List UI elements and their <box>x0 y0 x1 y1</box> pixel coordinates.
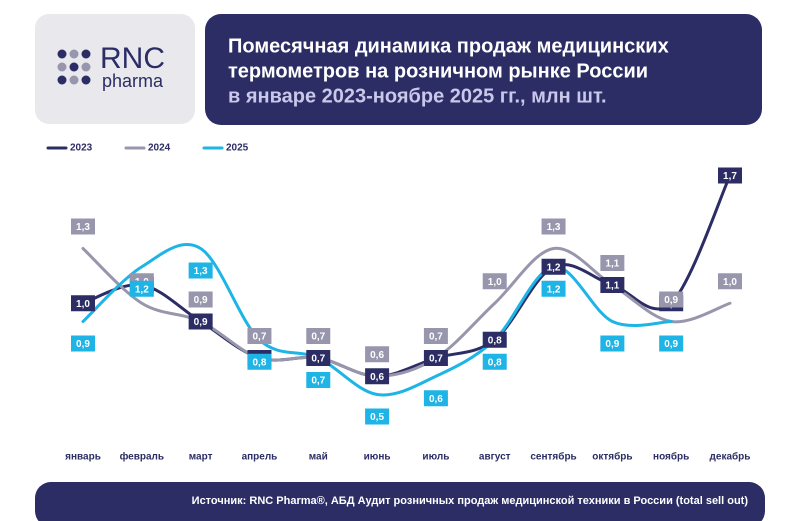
x-tick-label: май <box>309 452 328 463</box>
data-label: 0,7 <box>253 332 267 343</box>
legend-label: 2025 <box>226 143 249 154</box>
data-label: 1,3 <box>547 222 561 233</box>
data-label: 0,9 <box>194 317 208 328</box>
data-label: 1,0 <box>76 299 90 310</box>
data-label: 0,8 <box>488 335 502 346</box>
data-label-box <box>718 167 742 184</box>
data-label-box <box>188 313 213 330</box>
logo-box <box>35 14 195 124</box>
data-label: 0,7 <box>429 354 443 365</box>
data-label: 0,5 <box>370 412 384 423</box>
data-label: 0,9 <box>605 339 619 350</box>
title-box <box>205 14 762 125</box>
legend-label: 2024 <box>148 143 171 154</box>
data-label-box <box>365 408 390 425</box>
x-tick-label: ноябрь <box>653 451 689 463</box>
data-label: 0,6 <box>370 350 384 361</box>
x-tick-label: июнь <box>364 452 391 463</box>
data-label-box <box>482 353 507 370</box>
logo-dots <box>57 49 91 85</box>
x-tick-label: сентябрь <box>530 451 576 463</box>
logo-subtext: pharma <box>102 71 164 91</box>
data-label: 0,7 <box>311 376 325 387</box>
data-label-box <box>247 328 272 344</box>
source: Источник: RNC Pharma®, АБД Аудит розничн… <box>192 495 749 507</box>
logo-text: RNC <box>100 42 165 75</box>
data-label: 1,7 <box>723 171 737 182</box>
data-label: 1,3 <box>76 222 90 233</box>
data-label-box <box>365 346 390 363</box>
data-label: 1,0 <box>723 277 737 288</box>
data-label-box <box>71 218 95 235</box>
data-label-box <box>482 331 507 348</box>
data-label-box <box>365 368 390 385</box>
data-label: 1,0 <box>488 277 502 288</box>
x-tick-label: февраль <box>120 451 165 463</box>
data-label: 0,7 <box>311 354 325 365</box>
data-label-box <box>423 328 448 344</box>
data-label-box <box>188 291 213 308</box>
data-label: 0,9 <box>76 339 90 350</box>
data-label-box <box>71 295 95 312</box>
data-label: 1,1 <box>605 259 619 270</box>
data-label-box <box>306 328 331 344</box>
data-label-box <box>659 291 684 308</box>
data-label: 1,2 <box>547 284 561 295</box>
data-label-box <box>600 335 625 352</box>
data-label-box <box>718 273 742 290</box>
data-label: 0,8 <box>253 357 267 368</box>
legend-label: 2023 <box>70 143 93 154</box>
x-tick-label: июль <box>422 452 449 463</box>
data-label: 0,7 <box>429 332 443 343</box>
footer-box <box>35 482 765 521</box>
data-label-box <box>541 218 566 235</box>
data-label-box <box>306 350 331 366</box>
x-tick-label: октябрь <box>592 451 632 463</box>
data-label-box <box>306 372 331 388</box>
data-label-box <box>600 255 625 271</box>
data-label: 0,7 <box>311 332 325 343</box>
data-label-box <box>423 350 448 366</box>
data-label-box <box>188 262 213 279</box>
x-tick-label: март <box>189 452 213 463</box>
chart-title: Помесячная динамика продаж медицинских <box>228 35 669 57</box>
data-label-box <box>600 277 625 293</box>
data-label-box <box>71 335 95 352</box>
data-label-box <box>247 353 272 370</box>
data-label-box <box>482 273 507 290</box>
data-label: 0,6 <box>370 372 384 383</box>
x-tick-label: апрель <box>242 452 278 463</box>
data-label: 0,9 <box>194 295 208 306</box>
x-tick-label: август <box>479 452 511 463</box>
data-label: 0,6 <box>429 394 443 405</box>
data-label-box <box>659 335 684 352</box>
data-label-box <box>541 258 566 275</box>
x-tick-label: январь <box>65 452 101 463</box>
chart-subtitle: в январе 2023-ноябре 2025 гг., млн шт. <box>228 85 607 107</box>
data-label: 0,8 <box>488 357 502 368</box>
data-label: 1,1 <box>605 281 619 292</box>
data-label: 1,2 <box>135 284 149 295</box>
data-label: 0,9 <box>664 339 678 350</box>
data-label: 0,9 <box>664 295 678 306</box>
data-label: 1,3 <box>194 266 208 277</box>
data-label-box <box>129 280 154 297</box>
data-label-box <box>541 280 566 297</box>
data-label-box <box>423 390 448 407</box>
data-label: 1,2 <box>547 262 561 273</box>
chart-title: термометров на розничном рынке России <box>228 60 648 82</box>
x-tick-label: декабрь <box>710 451 751 463</box>
